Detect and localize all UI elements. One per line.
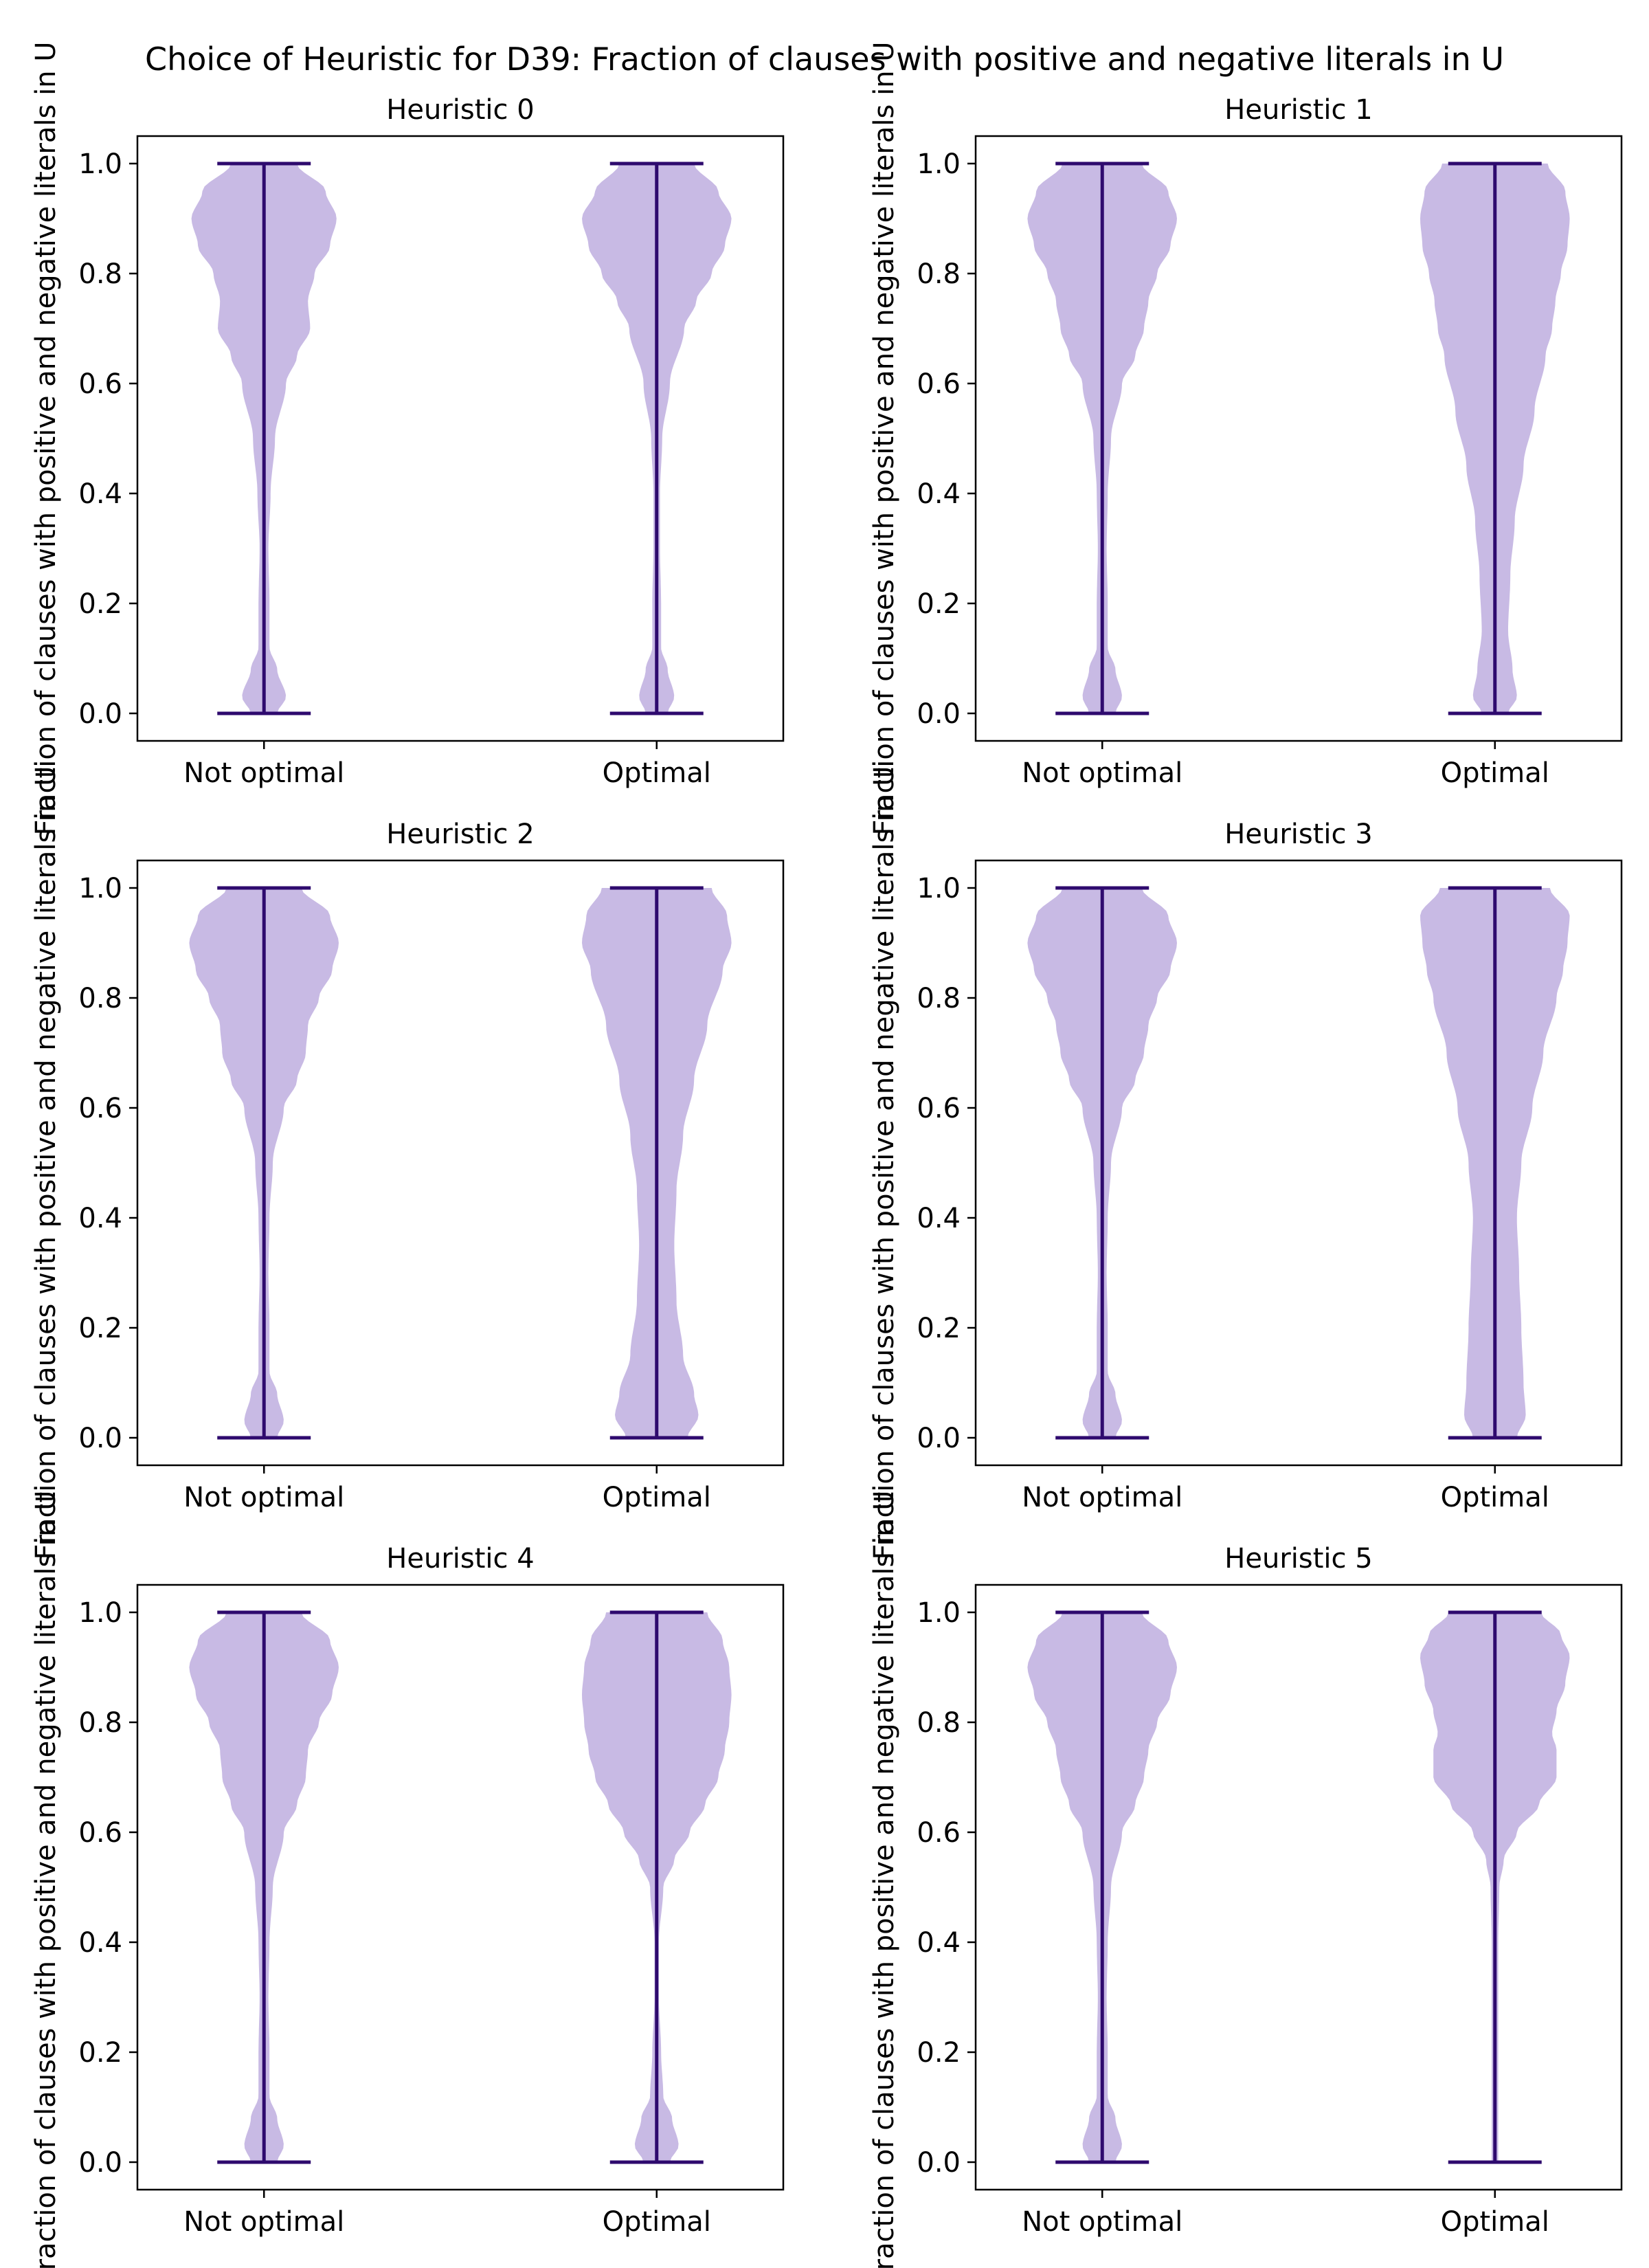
y-tick-label: 0.2	[917, 2037, 961, 2069]
panel-title: Heuristic 1	[1224, 94, 1372, 126]
axes-frame	[974, 135, 1623, 742]
x-tick-label: Not optimal	[183, 2206, 344, 2238]
x-tick-label: Optimal	[1441, 1482, 1549, 1513]
y-tick-label: 0.0	[78, 1423, 122, 1454]
y-tick-label: 0.0	[78, 698, 122, 730]
axes-frame	[136, 135, 785, 742]
y-tick-label: 0.0	[78, 2147, 122, 2179]
y-tick-label: 0.2	[917, 1313, 961, 1344]
axes-frame	[136, 1583, 785, 2191]
y-tick-label: 0.8	[917, 983, 961, 1014]
axes-frame	[136, 859, 785, 1467]
y-tick-label: 1.0	[78, 873, 122, 904]
y-tick-label: 0.6	[78, 1817, 122, 1849]
y-tick-label: 0.2	[917, 588, 961, 620]
figure-title: Choice of Heuristic for D39: Fraction of…	[145, 41, 1504, 78]
panel-title: Heuristic 2	[386, 819, 534, 850]
axes-frame	[974, 1583, 1623, 2191]
y-tick-label: 0.8	[78, 1707, 122, 1739]
y-tick-label: 0.2	[78, 588, 122, 620]
x-tick-label: Not optimal	[1022, 2206, 1182, 2238]
panel-5: Heuristic 5 0.0 0.2 0.4 0.6 0.8 1.0 Not optimal…	[868, 1490, 1623, 2268]
x-tick-label: Not optimal	[1022, 757, 1182, 789]
y-axis-label: Fraction of clauses with positive and ne…	[868, 41, 900, 835]
y-tick-label: 0.4	[917, 478, 961, 510]
y-tick-label: 0.6	[78, 368, 122, 400]
y-tick-label: 0.4	[917, 1203, 961, 1234]
y-tick-label: 0.6	[917, 1817, 961, 1849]
y-tick-label: 0.8	[917, 258, 961, 290]
y-tick-label: 1.0	[917, 148, 961, 180]
x-tick-label: Not optimal	[183, 757, 344, 789]
x-tick-label: Optimal	[603, 2206, 711, 2238]
x-tick-label: Optimal	[1441, 2206, 1549, 2238]
y-tick-label: 1.0	[917, 873, 961, 904]
panel-title: Heuristic 5	[1224, 1543, 1372, 1575]
y-tick-label: 0.6	[78, 1093, 122, 1124]
y-axis-label: Fraction of clauses with positive and ne…	[868, 1490, 900, 2268]
y-tick-label: 0.8	[78, 983, 122, 1014]
y-tick-label: 0.8	[917, 1707, 961, 1739]
x-tick-label: Optimal	[603, 757, 711, 789]
y-tick-label: 0.6	[917, 1093, 961, 1124]
y-tick-label: 1.0	[917, 1597, 961, 1629]
y-axis-label: Fraction of clauses with positive and ne…	[30, 1490, 62, 2268]
y-tick-label: 0.0	[917, 2147, 961, 2179]
y-axis-label: Fraction of clauses with positive and ne…	[868, 766, 900, 1559]
panel-4: Heuristic 4 0.0 0.2 0.4 0.6 0.8 1.0 Not optimal…	[30, 1490, 785, 2268]
y-tick-label: 1.0	[78, 1597, 122, 1629]
panel-3: Heuristic 3 0.0 0.2 0.4 0.6 0.8 1.0 Not optimal…	[868, 766, 1623, 1560]
x-tick-label: Not optimal	[1022, 1482, 1182, 1513]
x-tick-label: Optimal	[603, 1482, 711, 1513]
panel-title: Heuristic 4	[386, 1543, 534, 1575]
panel-2: Heuristic 2 0.0 0.2 0.4 0.6 0.8 1.0 Not optimal…	[30, 766, 785, 1560]
x-tick-label: Optimal	[1441, 757, 1549, 789]
y-tick-label: 0.4	[78, 1927, 122, 1959]
y-tick-label: 0.2	[78, 1313, 122, 1344]
y-axis-label: Fraction of clauses with positive and ne…	[30, 766, 62, 1559]
y-tick-label: 0.2	[78, 2037, 122, 2069]
y-tick-label: 0.4	[78, 478, 122, 510]
panel-0: Heuristic 0 0.0 0.2 0.4 0.6 0.8 1.0 Not optimal…	[30, 41, 785, 836]
y-tick-label: 0.8	[78, 258, 122, 290]
y-tick-label: 0.0	[917, 698, 961, 730]
y-tick-label: 0.4	[78, 1203, 122, 1234]
panels-group: Heuristic 0 0.0 0.2 0.4 0.6 0.8 1.0 Not optimal…	[30, 41, 1623, 2268]
y-tick-label: 0.6	[917, 368, 961, 400]
y-axis-label: Fraction of clauses with positive and ne…	[30, 41, 62, 835]
x-tick-label: Not optimal	[183, 1482, 344, 1513]
panel-title: Heuristic 3	[1224, 819, 1372, 850]
panel-1: Heuristic 1 0.0 0.2 0.4 0.6 0.8 1.0 Not optimal…	[868, 41, 1623, 836]
panel-title: Heuristic 0	[386, 94, 534, 126]
y-tick-label: 0.4	[917, 1927, 961, 1959]
y-tick-label: 1.0	[78, 148, 122, 180]
y-tick-label: 0.0	[917, 1423, 961, 1454]
axes-frame	[974, 859, 1623, 1467]
